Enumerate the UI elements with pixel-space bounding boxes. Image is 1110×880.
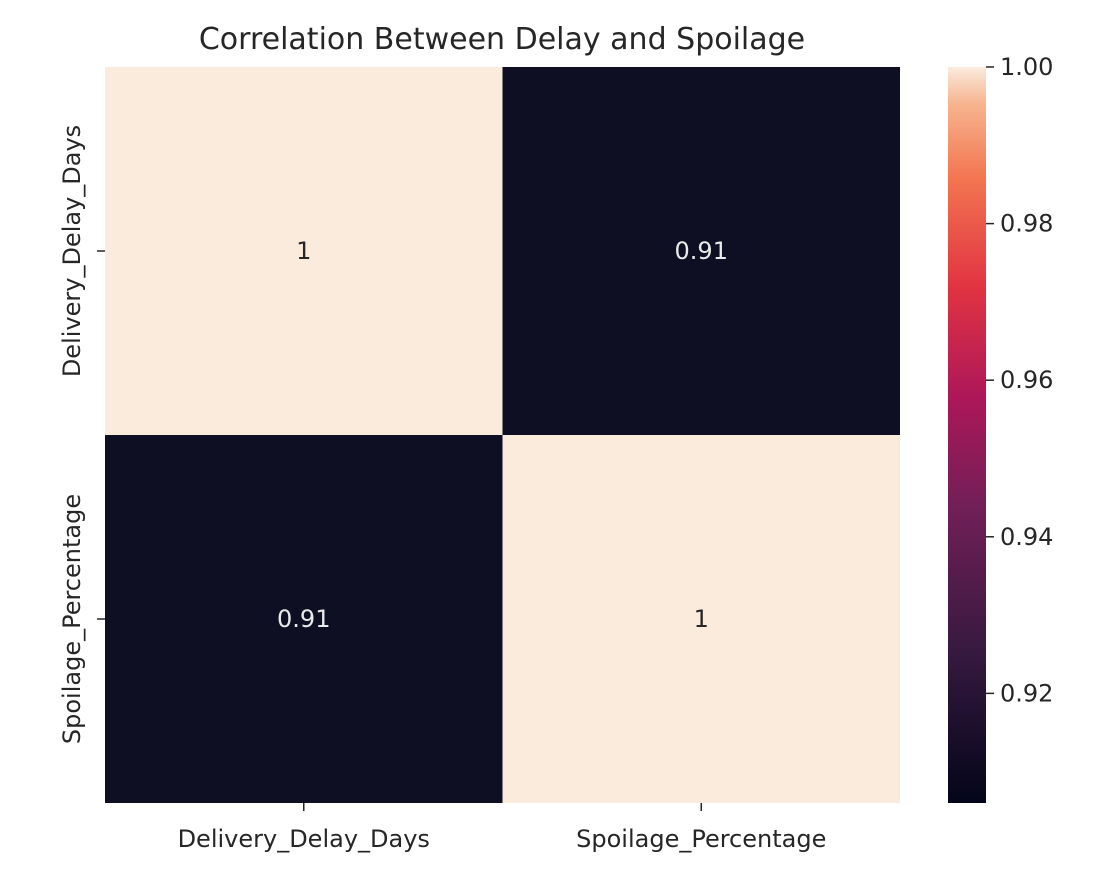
- heatmap-cell-1-0: [105, 435, 503, 803]
- cell-annotation-0-0: 1: [296, 237, 311, 265]
- colorbar-tick-label: 0.92: [1000, 679, 1053, 707]
- colorbar-tick-label: 0.94: [1000, 523, 1053, 551]
- cell-annotation-1-1: 1: [694, 605, 709, 633]
- heatmap-cell-0-0: [105, 67, 503, 435]
- y-axis: Delivery_Delay_Days Spoilage_Percentage: [58, 125, 105, 744]
- y-tick-label-delivery-delay-days: Delivery_Delay_Days: [58, 125, 86, 377]
- x-axis: Delivery_Delay_Days Spoilage_Percentage: [178, 803, 826, 853]
- x-tick-label-delivery-delay-days: Delivery_Delay_Days: [178, 825, 430, 853]
- colorbar-tick-label: 0.98: [1000, 210, 1053, 238]
- heatmap-grid: 1 0.91 0.91 1: [105, 67, 900, 803]
- cell-annotation-1-0: 0.91: [277, 605, 330, 633]
- colorbar-axis: 0.92 0.94 0.96 0.98 1.00: [986, 53, 1053, 707]
- colorbar-tick-label: 1.00: [1000, 53, 1053, 81]
- heatmap-cell-1-1: [502, 435, 900, 803]
- x-tick-label-spoilage-percentage: Spoilage_Percentage: [576, 825, 826, 853]
- y-tick-label-spoilage-percentage: Spoilage_Percentage: [58, 494, 86, 744]
- colorbar: [948, 67, 986, 803]
- heatmap-cell-0-1: [502, 67, 900, 435]
- colorbar-tick-label: 0.96: [1000, 366, 1053, 394]
- chart-title: Correlation Between Delay and Spoilage: [199, 22, 805, 57]
- cell-annotation-0-1: 0.91: [675, 237, 728, 265]
